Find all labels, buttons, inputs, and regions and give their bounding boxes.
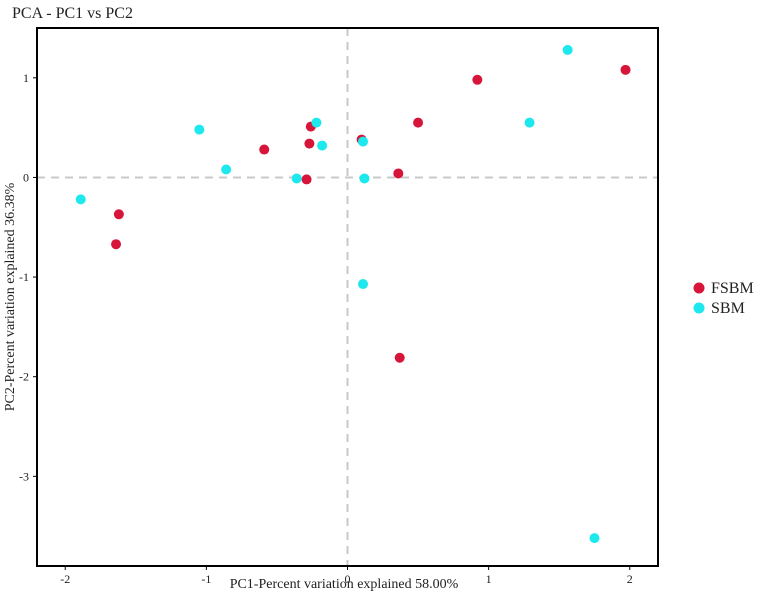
y-tick-label: 0 bbox=[23, 170, 29, 184]
data-point-sbm bbox=[359, 173, 370, 184]
data-point-fsbm bbox=[394, 352, 405, 363]
legend-label-fsbm: FSBM bbox=[711, 280, 754, 297]
data-point-sbm bbox=[358, 279, 369, 290]
data-point-sbm bbox=[317, 140, 328, 151]
data-point-sbm bbox=[221, 164, 232, 175]
y-tick-label: -1 bbox=[19, 270, 29, 284]
data-point-sbm bbox=[524, 117, 535, 128]
data-point-sbm bbox=[589, 533, 600, 544]
x-tick-label: -2 bbox=[60, 572, 70, 586]
data-point-sbm bbox=[358, 136, 369, 147]
data-point-fsbm bbox=[111, 239, 122, 250]
x-tick-label: 1 bbox=[486, 572, 492, 586]
chart-title: PCA - PC1 vs PC2 bbox=[12, 5, 133, 22]
data-point-fsbm bbox=[393, 168, 404, 179]
legend-label-sbm: SBM bbox=[711, 300, 745, 317]
legend-marker-fsbm bbox=[693, 282, 705, 294]
data-point-fsbm bbox=[472, 74, 483, 85]
data-point-sbm bbox=[562, 44, 573, 55]
y-axis-label: PC2-Percent variation explained 36.38% bbox=[3, 182, 18, 411]
data-point-fsbm bbox=[304, 138, 315, 149]
data-point-fsbm bbox=[113, 209, 124, 220]
y-tick-label: -2 bbox=[19, 370, 29, 384]
plot-frame bbox=[36, 27, 659, 567]
data-point-sbm bbox=[311, 117, 322, 128]
data-point-sbm bbox=[75, 194, 86, 205]
data-point-fsbm bbox=[413, 117, 424, 128]
legend-marker-sbm bbox=[693, 302, 705, 314]
y-tick-label: -3 bbox=[19, 469, 29, 483]
data-point-fsbm bbox=[259, 144, 270, 155]
legend: FSBM SBM bbox=[693, 280, 754, 317]
plot-area: -2 -1 0 1 2 -3 -2 -1 0 1 bbox=[19, 27, 659, 586]
x-tick-label: -1 bbox=[201, 572, 211, 586]
data-point-fsbm bbox=[301, 174, 312, 185]
data-point-sbm bbox=[194, 124, 205, 135]
y-tick-label: 1 bbox=[23, 71, 29, 85]
x-axis-label: PC1-Percent variation explained 58.00% bbox=[230, 577, 459, 592]
x-tick-label: 2 bbox=[627, 572, 633, 586]
data-point-fsbm bbox=[620, 64, 631, 75]
x-tick-label: 0 bbox=[345, 572, 351, 586]
data-point-sbm bbox=[291, 173, 302, 184]
